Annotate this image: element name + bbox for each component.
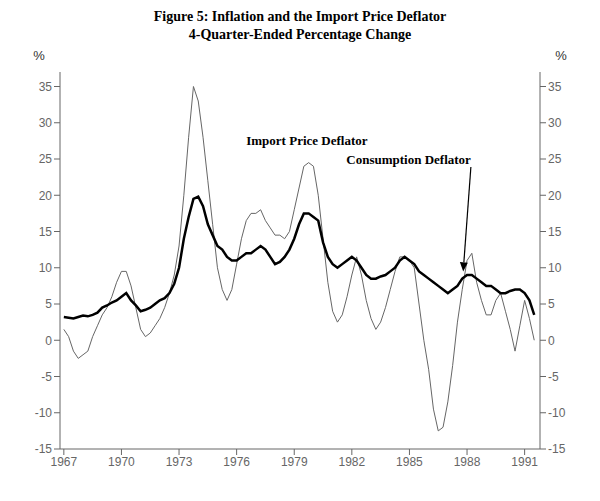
svg-text:25: 25	[548, 152, 562, 166]
svg-text:0: 0	[45, 334, 52, 348]
svg-text:1967: 1967	[50, 455, 77, 469]
svg-text:-5: -5	[548, 370, 559, 384]
svg-text:10: 10	[548, 261, 562, 275]
svg-text:Import Price Deflator: Import Price Deflator	[246, 133, 368, 148]
svg-text:-10: -10	[35, 406, 53, 420]
svg-text:1991: 1991	[511, 455, 538, 469]
svg-text:1976: 1976	[223, 455, 250, 469]
svg-text:15: 15	[39, 225, 53, 239]
svg-text:30: 30	[39, 116, 53, 130]
svg-text:5: 5	[548, 297, 555, 311]
svg-text:30: 30	[548, 116, 562, 130]
svg-text:1988: 1988	[454, 455, 481, 469]
svg-text:1985: 1985	[396, 455, 423, 469]
svg-text:%: %	[555, 48, 567, 63]
svg-text:35: 35	[548, 80, 562, 94]
svg-text:15: 15	[548, 225, 562, 239]
svg-text:%: %	[33, 48, 45, 63]
svg-text:35: 35	[39, 80, 53, 94]
svg-text:5: 5	[45, 297, 52, 311]
svg-text:Consumption Deflator: Consumption Deflator	[346, 152, 471, 167]
svg-text:25: 25	[39, 152, 53, 166]
svg-text:1982: 1982	[338, 455, 365, 469]
svg-text:1973: 1973	[166, 455, 193, 469]
svg-text:-15: -15	[35, 442, 53, 456]
svg-text:-5: -5	[41, 370, 52, 384]
html-text:4-Quarter-Ended Percentage Cha: 4-Quarter-Ended Percentage Change	[188, 27, 412, 42]
svg-text:0: 0	[548, 334, 555, 348]
svg-text:-10: -10	[548, 406, 566, 420]
svg-text:20: 20	[39, 189, 53, 203]
svg-text:20: 20	[548, 189, 562, 203]
svg-text:10: 10	[39, 261, 53, 275]
svg-text:1979: 1979	[281, 455, 308, 469]
svg-text:-15: -15	[548, 442, 566, 456]
html-text:Figure 5: Inflation and the Im: Figure 5: Inflation and the Import Price…	[153, 9, 447, 24]
svg-text:1970: 1970	[108, 455, 135, 469]
